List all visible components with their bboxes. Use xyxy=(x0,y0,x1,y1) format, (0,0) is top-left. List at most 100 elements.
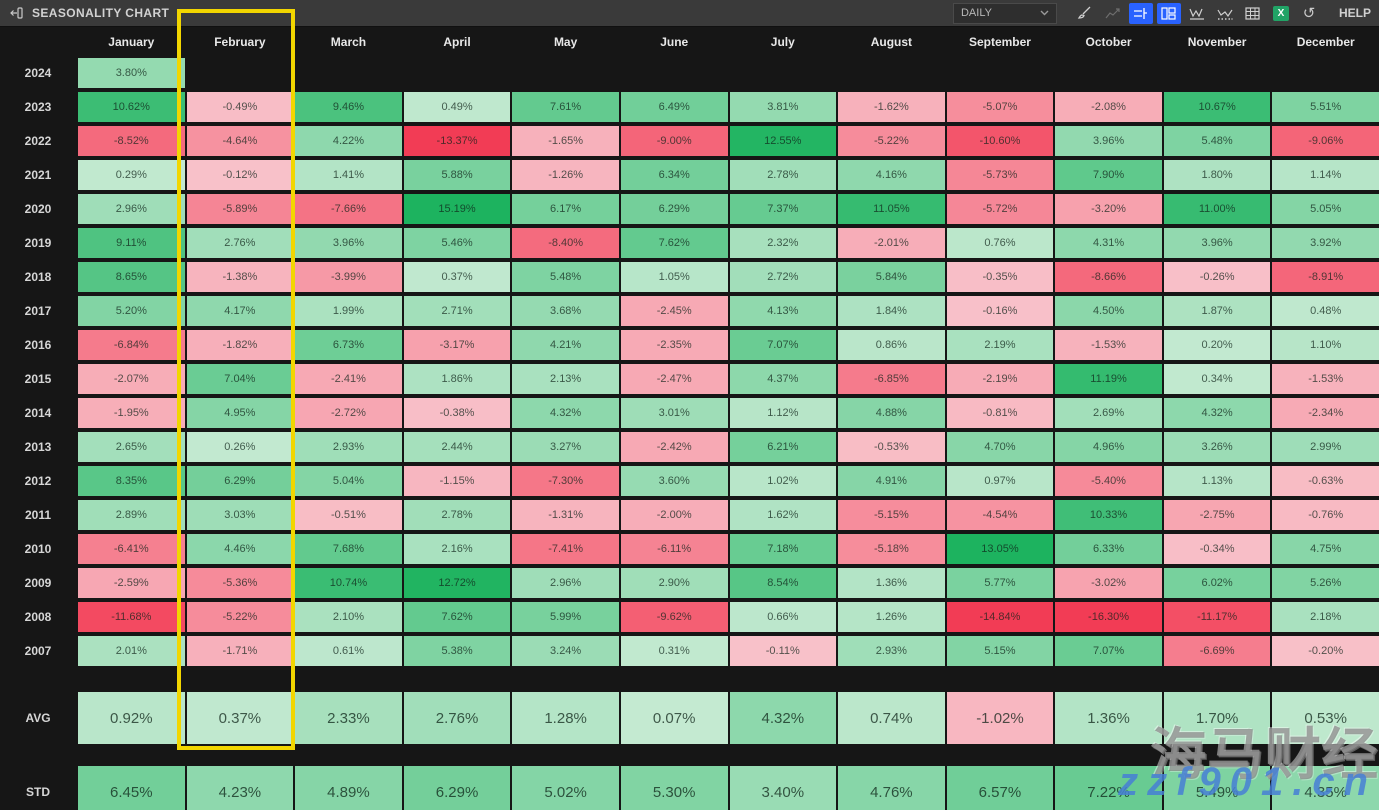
heatmap-cell[interactable]: -8.40% xyxy=(512,228,619,258)
heatmap-cell[interactable]: 2.90% xyxy=(620,568,728,598)
heatmap-cell[interactable]: 4.22% xyxy=(295,126,402,156)
heatmap-cell[interactable]: 9.46% xyxy=(295,92,402,122)
heatmap-cell[interactable]: 3.26% xyxy=(1163,432,1271,462)
heatmap-cell[interactable]: 3.01% xyxy=(620,398,728,428)
heatmap-cell[interactable]: -0.26% xyxy=(1163,262,1271,292)
summary-cell[interactable]: 1.36% xyxy=(1055,692,1162,744)
heatmap-cell[interactable]: -3.17% xyxy=(403,330,511,360)
heatmap-cell[interactable]: -5.40% xyxy=(1055,466,1162,496)
heatmap-cell[interactable]: 1.80% xyxy=(1163,160,1271,190)
heatmap-cell[interactable]: 4.50% xyxy=(1055,296,1162,326)
heatmap-cell[interactable]: 2.89% xyxy=(78,500,185,530)
heatmap-cell[interactable]: 5.04% xyxy=(295,466,402,496)
summary-cell[interactable]: 5.30% xyxy=(620,766,728,810)
heatmap-cell[interactable]: 7.62% xyxy=(620,228,728,258)
heatmap-cell[interactable]: 12.72% xyxy=(403,568,511,598)
heatmap-cell[interactable]: 6.33% xyxy=(1055,534,1162,564)
heatmap-cell[interactable]: 2.19% xyxy=(946,330,1054,360)
heatmap-cell[interactable]: 2.01% xyxy=(78,636,185,666)
heatmap-cell[interactable]: -0.49% xyxy=(186,92,294,122)
heatmap-cell[interactable]: 3.96% xyxy=(1163,228,1271,258)
summary-cell[interactable]: 0.92% xyxy=(78,692,185,744)
heatmap-cell[interactable]: -0.63% xyxy=(1272,466,1379,496)
heatmap-cell[interactable]: 5.84% xyxy=(838,262,945,292)
heatmap-cell[interactable]: -0.12% xyxy=(186,160,294,190)
heatmap-cell[interactable]: 2.72% xyxy=(729,262,837,292)
heatmap-cell[interactable]: 1.84% xyxy=(838,296,945,326)
heatmap-cell[interactable]: 3.80% xyxy=(78,58,185,88)
heatmap-cell[interactable]: -2.00% xyxy=(620,500,728,530)
heatmap-cell[interactable]: 2.16% xyxy=(403,534,511,564)
heatmap-cell[interactable]: 3.27% xyxy=(512,432,619,462)
heatmap-cell[interactable]: -2.59% xyxy=(78,568,185,598)
heatmap-cell[interactable]: -3.20% xyxy=(1055,194,1162,224)
heatmap-cell[interactable]: -11.68% xyxy=(78,602,185,632)
heatmap-cell[interactable]: 4.21% xyxy=(512,330,619,360)
bar-settings-icon[interactable] xyxy=(1128,2,1153,24)
heatmap-cell[interactable]: 5.15% xyxy=(946,636,1054,666)
heatmap-cell[interactable]: 15.19% xyxy=(403,194,511,224)
summary-cell[interactable]: -1.02% xyxy=(946,692,1054,744)
heatmap-cell[interactable]: 1.87% xyxy=(1163,296,1271,326)
heatmap-cell[interactable]: -1.65% xyxy=(512,126,619,156)
heatmap-cell[interactable]: -1.62% xyxy=(838,92,945,122)
heatmap-cell[interactable]: 2.93% xyxy=(295,432,402,462)
heatmap-cell[interactable]: -7.30% xyxy=(512,466,619,496)
heatmap-cell[interactable]: -5.36% xyxy=(186,568,294,598)
heatmap-cell[interactable]: -5.15% xyxy=(838,500,945,530)
summary-cell[interactable]: 2.76% xyxy=(403,692,511,744)
heatmap-cell[interactable]: 4.13% xyxy=(729,296,837,326)
summary-cell[interactable]: 7.22% xyxy=(1055,766,1162,810)
heatmap-cell[interactable]: 2.44% xyxy=(403,432,511,462)
heatmap-cell[interactable]: 4.46% xyxy=(186,534,294,564)
heatmap-cell[interactable]: 1.10% xyxy=(1272,330,1379,360)
heatmap-cell[interactable]: 0.26% xyxy=(186,432,294,462)
heatmap-cell[interactable]: 1.41% xyxy=(295,160,402,190)
summary-cell[interactable]: 2.33% xyxy=(295,692,402,744)
heatmap-cell[interactable]: -5.89% xyxy=(186,194,294,224)
heatmap-cell[interactable]: -1.38% xyxy=(186,262,294,292)
heatmap-cell[interactable]: -2.47% xyxy=(620,364,728,394)
exit-panel-icon[interactable] xyxy=(10,6,24,20)
heatmap-cell[interactable]: 8.35% xyxy=(78,466,185,496)
table-icon[interactable] xyxy=(1241,3,1265,24)
heatmap-cell[interactable]: -2.75% xyxy=(1163,500,1271,530)
heatmap-cell[interactable]: -9.62% xyxy=(620,602,728,632)
heatmap-cell[interactable]: 2.10% xyxy=(295,602,402,632)
heatmap-cell[interactable]: 6.17% xyxy=(512,194,619,224)
heatmap-cell[interactable]: 6.21% xyxy=(729,432,837,462)
heatmap-cell[interactable]: 2.32% xyxy=(729,228,837,258)
heatmap-cell[interactable]: -1.15% xyxy=(403,466,511,496)
heatmap-cell[interactable]: 1.26% xyxy=(838,602,945,632)
heatmap-cell[interactable]: -0.35% xyxy=(946,262,1054,292)
heatmap-cell[interactable]: 7.07% xyxy=(729,330,837,360)
heatmap-cell[interactable]: 3.96% xyxy=(1055,126,1162,156)
heatmap-cell[interactable]: 0.31% xyxy=(620,636,728,666)
heatmap-cell[interactable]: 5.05% xyxy=(1272,194,1379,224)
heatmap-cell[interactable]: 4.16% xyxy=(838,160,945,190)
heatmap-cell[interactable]: 8.54% xyxy=(729,568,837,598)
summary-cell[interactable]: 4.32% xyxy=(729,692,837,744)
heatmap-cell[interactable]: 3.68% xyxy=(512,296,619,326)
heatmap-cell[interactable]: -2.72% xyxy=(295,398,402,428)
heatmap-cell[interactable]: -1.82% xyxy=(186,330,294,360)
heatmap-cell[interactable]: 7.18% xyxy=(729,534,837,564)
heatmap-cell[interactable]: 0.76% xyxy=(946,228,1054,258)
heatmap-cell[interactable]: 5.20% xyxy=(78,296,185,326)
heatmap-cell[interactable]: 6.73% xyxy=(295,330,402,360)
brush-icon[interactable] xyxy=(1073,3,1097,24)
heatmap-cell[interactable]: -5.22% xyxy=(186,602,294,632)
heatmap-cell[interactable]: -4.64% xyxy=(186,126,294,156)
heatmap-cell[interactable]: -1.71% xyxy=(186,636,294,666)
heatmap-cell[interactable]: 4.95% xyxy=(186,398,294,428)
heatmap-cell[interactable]: -2.08% xyxy=(1055,92,1162,122)
heatmap-cell[interactable]: 5.99% xyxy=(512,602,619,632)
heatmap-cell[interactable]: -3.99% xyxy=(295,262,402,292)
heatmap-cell[interactable]: -2.42% xyxy=(620,432,728,462)
heatmap-cell[interactable]: -5.73% xyxy=(946,160,1054,190)
heatmap-cell[interactable]: -0.53% xyxy=(838,432,945,462)
heatmap-cell[interactable]: 7.07% xyxy=(1055,636,1162,666)
summary-cell[interactable]: 1.70% xyxy=(1163,692,1271,744)
heatmap-cell[interactable]: 0.49% xyxy=(403,92,511,122)
heatmap-cell[interactable]: -8.91% xyxy=(1272,262,1379,292)
